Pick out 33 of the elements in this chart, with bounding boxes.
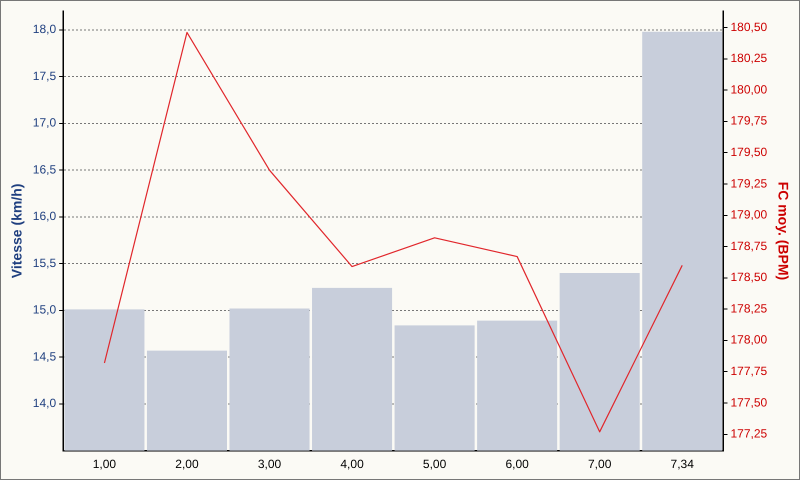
- y-tick-label: 14,0: [32, 396, 56, 410]
- y2-tick-label: 178,25: [730, 301, 768, 316]
- y2-tick-label: 180,00: [730, 82, 768, 96]
- y2-tick-label: 178,00: [730, 332, 768, 347]
- y-tick-label: 16,0: [32, 209, 56, 224]
- y-tick-label: 15,5: [32, 256, 56, 270]
- x-tick-label: 2,00: [175, 457, 199, 472]
- y-tick-label: 16,5: [32, 162, 56, 176]
- y2-tick-label: 179,00: [730, 208, 768, 222]
- y2-tick-label: 180,25: [730, 51, 768, 66]
- x-tick-label: 7,00: [588, 457, 612, 472]
- y2-tick-label: 179,75: [730, 114, 768, 128]
- y-tick-label: 17,5: [32, 68, 56, 83]
- y2-axis-title: FC moy. (BPM): [776, 182, 792, 280]
- y2-tick-label: 177,50: [730, 395, 768, 410]
- y-tick-label: 18,0: [32, 22, 56, 36]
- x-tick-label: 4,00: [340, 457, 364, 472]
- y2-tick-label: 180,50: [730, 20, 768, 34]
- x-tick-label: 6,00: [505, 457, 530, 472]
- y-tick-label: 15,0: [32, 302, 56, 317]
- x-tick-label: 3,00: [258, 457, 282, 472]
- y-tick-label: 14,5: [32, 349, 56, 364]
- y2-tick-label: 177,25: [730, 426, 768, 441]
- x-tick-label: 5,00: [422, 457, 447, 472]
- x-tick-label: 1,00: [92, 457, 116, 472]
- x-tick-label: 7,34: [670, 457, 694, 472]
- y-tick-label: 17,0: [32, 116, 56, 130]
- y2-tick-label: 178,75: [730, 238, 768, 253]
- y2-tick-label: 179,50: [730, 144, 768, 159]
- y2-tick-label: 179,25: [730, 176, 768, 190]
- y-axis-title: Vitesse (km/h): [8, 184, 24, 278]
- y2-tick-label: 177,75: [730, 364, 768, 378]
- y2-tick-label: 178,50: [730, 270, 768, 284]
